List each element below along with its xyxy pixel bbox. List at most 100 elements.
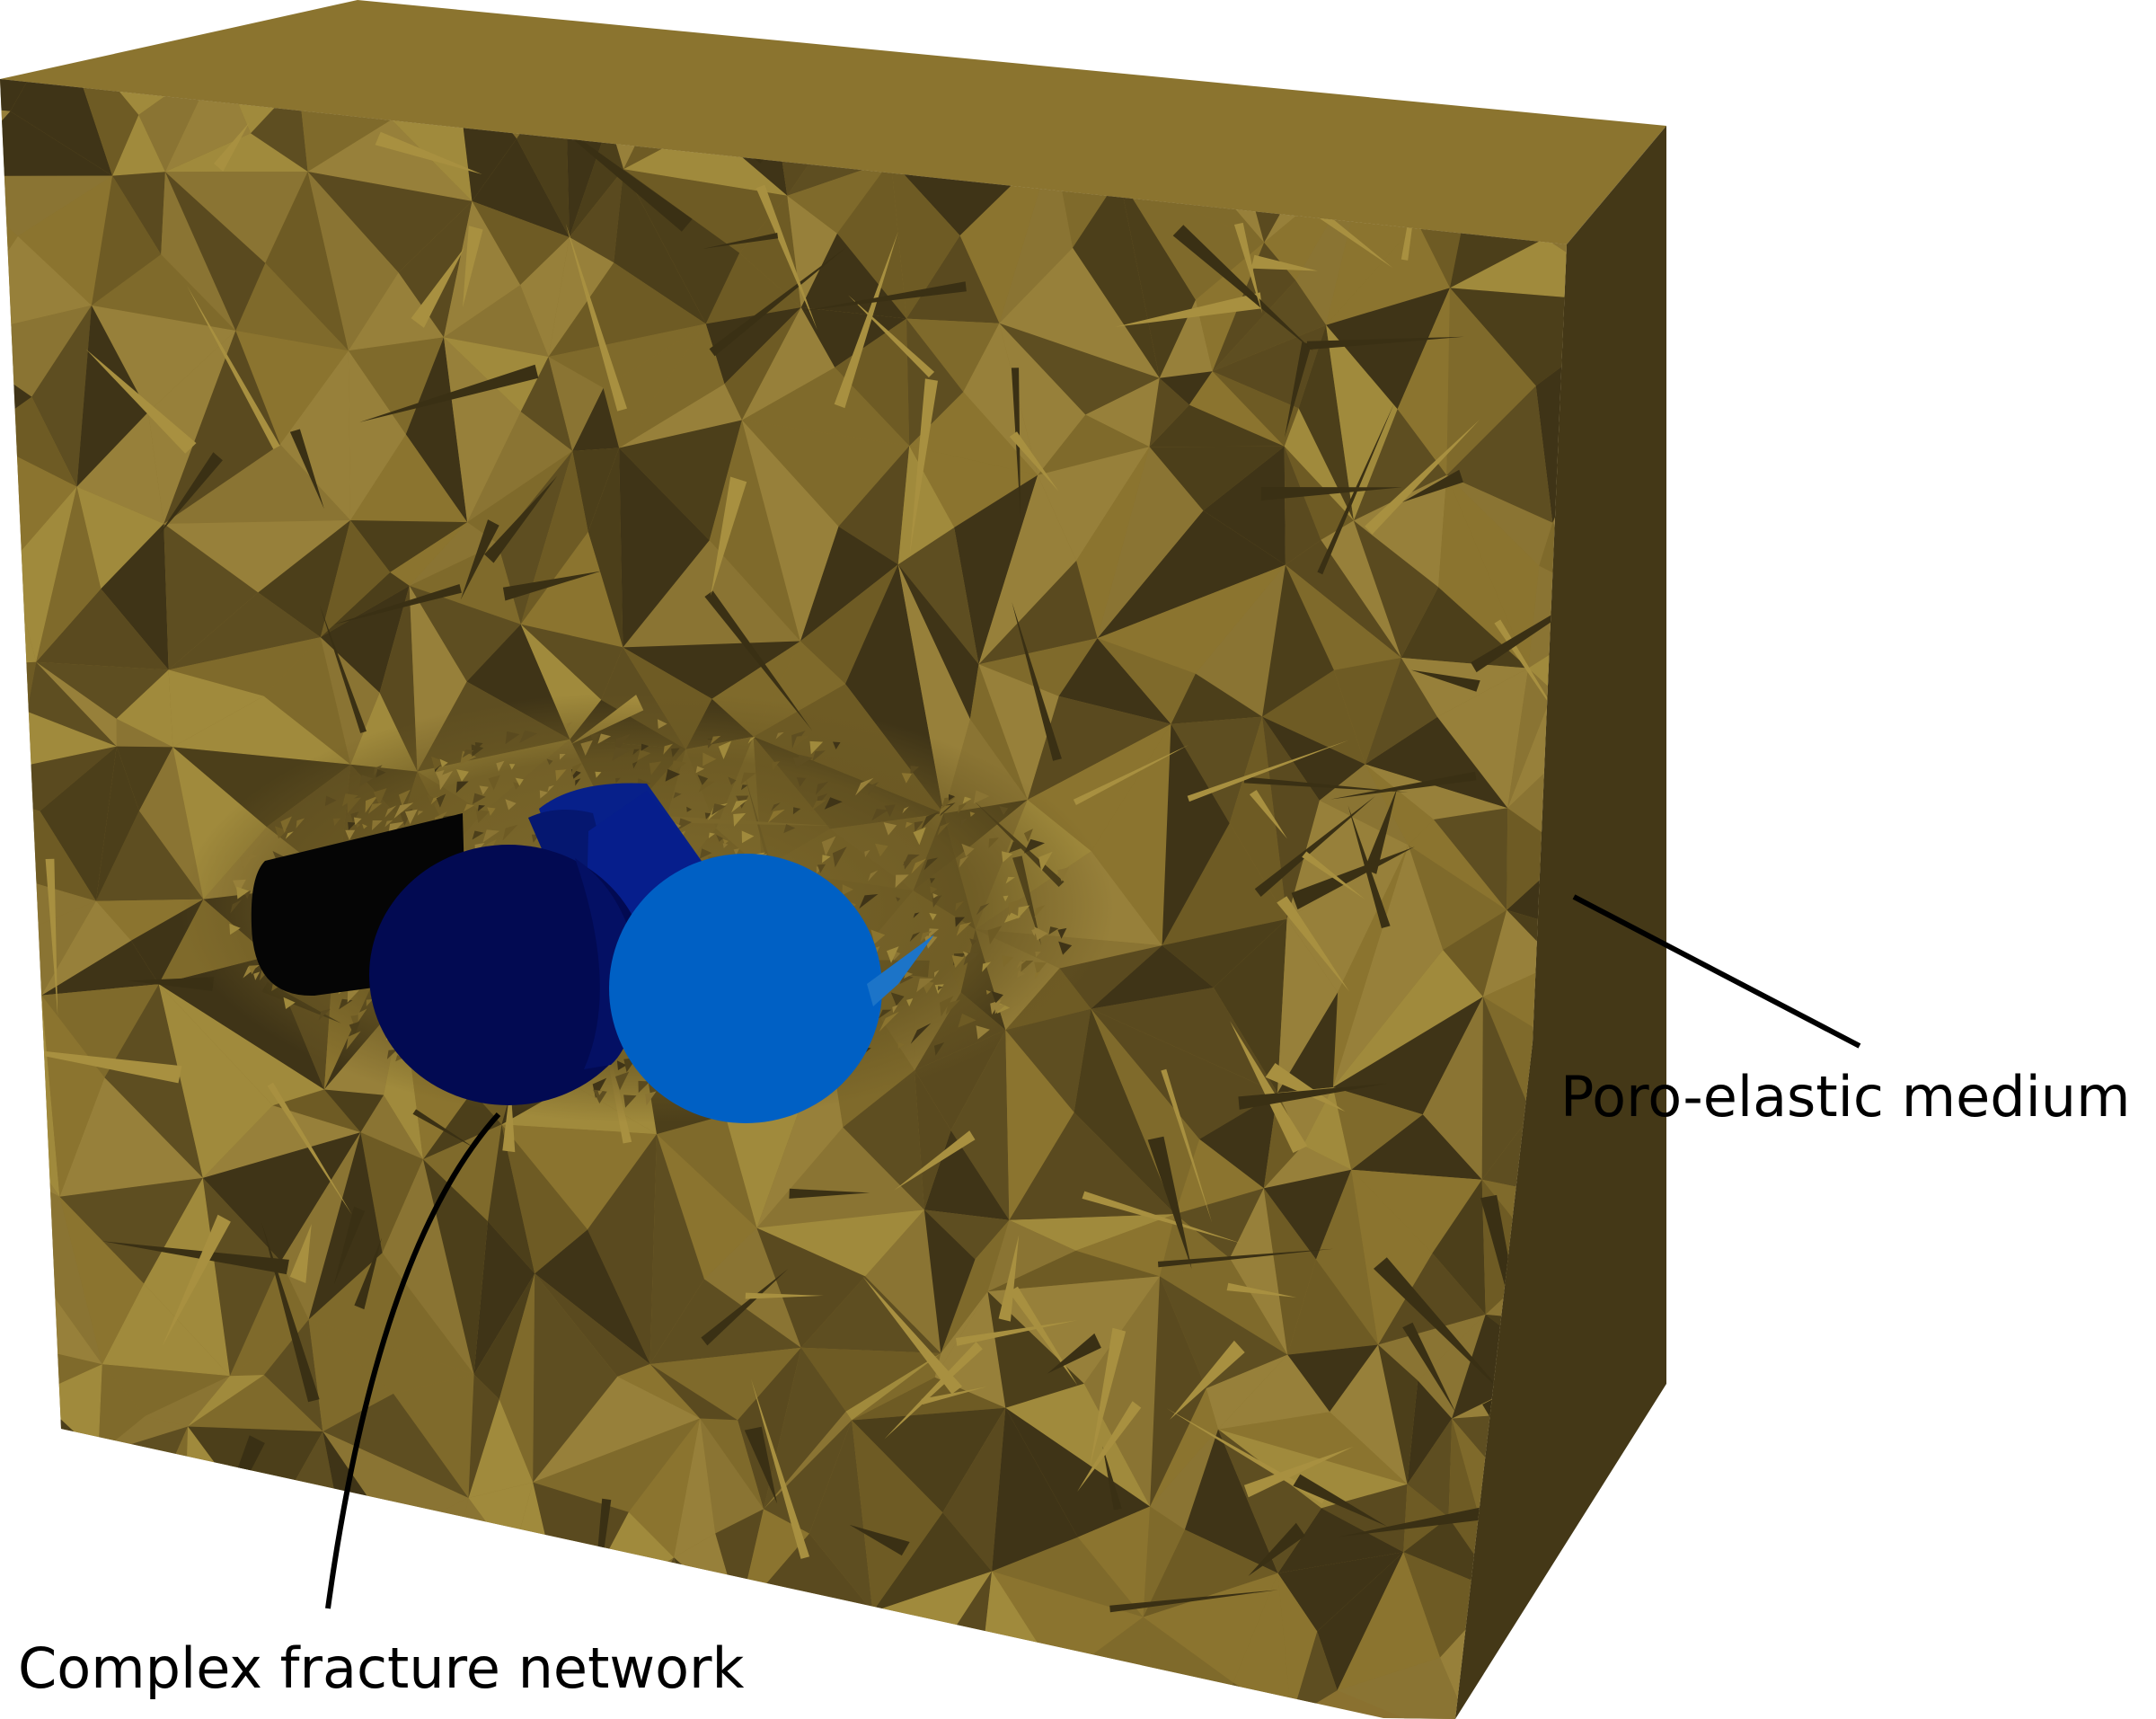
- fine-mesh-facet: [615, 777, 621, 784]
- fine-mesh-facet: [879, 1009, 892, 1019]
- fracture-network: [251, 783, 934, 1123]
- fine-mesh-facet: [384, 820, 393, 828]
- mesh-facet: [619, 323, 725, 448]
- mesh-facet: [623, 169, 740, 324]
- mesh-facet: [357, 1535, 440, 1635]
- mesh-facet: [1262, 716, 1365, 801]
- mesh-facet: [1212, 371, 1299, 447]
- fine-mesh-facet: [976, 903, 990, 916]
- fine-mesh-facet: [332, 818, 341, 827]
- mesh-facet: [1218, 1354, 1330, 1430]
- mesh-sliver: [711, 476, 747, 596]
- mesh-sliver: [159, 452, 223, 535]
- mesh-facet: [172, 696, 351, 765]
- mesh-facet: [1263, 1093, 1303, 1189]
- mesh-facet: [1005, 1383, 1151, 1507]
- mesh-sliver: [1147, 1136, 1192, 1270]
- mesh-facet: [1159, 371, 1213, 405]
- mesh-facet: [800, 307, 906, 368]
- mesh-sliver: [894, 1130, 976, 1191]
- mesh-facet: [548, 357, 604, 451]
- mesh-facet: [1097, 564, 1286, 674]
- fine-mesh-facet: [686, 806, 693, 812]
- fine-mesh-facet: [890, 992, 905, 1006]
- fine-mesh-facet: [905, 821, 913, 828]
- mesh-facet: [923, 1210, 1010, 1260]
- mesh-facet: [942, 1407, 1006, 1572]
- mesh-facet: [837, 1611, 941, 1694]
- mesh-sliver: [704, 590, 813, 731]
- mesh-facet: [1091, 945, 1214, 1009]
- mesh-sliver: [412, 1109, 475, 1148]
- fine-mesh-facet: [879, 1011, 899, 1032]
- fine-mesh-facet: [546, 758, 553, 766]
- mesh-facet: [1085, 377, 1160, 447]
- mesh-facet: [1408, 820, 1507, 910]
- mesh-facet: [1332, 950, 1483, 1087]
- fine-mesh-facet: [318, 1008, 331, 1021]
- fine-mesh-facet: [280, 816, 292, 833]
- mesh-sliver: [502, 571, 602, 601]
- fine-mesh-facet: [560, 754, 566, 760]
- fine-mesh-facet: [236, 886, 250, 899]
- mesh-facet: [649, 1134, 704, 1364]
- mesh-facet: [1184, 1429, 1278, 1573]
- mesh-sliver: [460, 519, 499, 600]
- mesh-facet: [1277, 992, 1339, 1094]
- mesh-facet: [933, 1660, 976, 1717]
- fine-mesh-facet: [350, 811, 359, 823]
- mesh-facet: [1160, 1276, 1288, 1389]
- fine-mesh-facet: [482, 829, 500, 843]
- mesh-facet: [1229, 1188, 1288, 1355]
- mesh-facet: [10, 486, 77, 662]
- fine-mesh-facet: [914, 820, 923, 832]
- fine-mesh-facet: [929, 912, 937, 921]
- fine-mesh-facet: [695, 766, 704, 774]
- mesh-facet: [1332, 1087, 1423, 1170]
- fine-mesh-facet: [471, 744, 484, 757]
- mesh-facet: [164, 172, 308, 263]
- mesh-sliver: [85, 349, 197, 454]
- mesh-facet: [0, 175, 113, 236]
- mesh-facet: [520, 624, 623, 700]
- mesh-facet: [1403, 1552, 1500, 1658]
- mesh-facet: [756, 1210, 924, 1277]
- mesh-sliver: [117, 1477, 208, 1545]
- mesh-facet: [756, 1127, 924, 1228]
- mesh-sliver: [375, 131, 482, 174]
- mesh-facet: [348, 272, 444, 351]
- fine-mesh-facet: [945, 999, 961, 1015]
- mesh-facet: [1337, 1552, 1440, 1691]
- fine-mesh-facet: [473, 793, 486, 804]
- mesh-facet: [705, 307, 801, 385]
- fine-mesh-facet: [913, 827, 926, 846]
- fine-mesh-facet: [870, 929, 886, 944]
- mesh-sliver: [1265, 1063, 1346, 1112]
- fine-mesh-facet: [384, 805, 397, 818]
- mesh-facet: [1149, 446, 1285, 511]
- mesh-facet: [91, 175, 162, 306]
- mesh-facet: [567, 1557, 675, 1644]
- fine-mesh-facet: [347, 989, 360, 1003]
- fine-mesh-facet: [472, 830, 484, 840]
- fine-mesh-facet: [436, 793, 446, 808]
- fine-mesh-facet: [910, 766, 920, 775]
- mesh-facet: [202, 1105, 361, 1178]
- mesh-facet: [1175, 1139, 1264, 1215]
- fine-mesh-facet: [868, 870, 879, 882]
- mesh-sliver: [45, 858, 58, 1016]
- fine-mesh-facet: [991, 991, 1003, 1004]
- mesh-facet: [1284, 446, 1321, 565]
- mesh-sliver: [587, 1564, 641, 1634]
- fine-mesh-facet: [923, 935, 938, 949]
- mesh-facet: [1162, 823, 1287, 946]
- mesh-facet: [533, 1376, 701, 1483]
- mesh-facet: [1378, 1314, 1486, 1381]
- fine-mesh-facet: [816, 781, 828, 795]
- mesh-facet: [548, 237, 614, 357]
- mesh-sliver: [289, 1224, 312, 1283]
- fine-mesh-facet: [930, 878, 935, 884]
- fine-mesh-facet: [456, 769, 469, 782]
- mesh-sliver: [1248, 1522, 1305, 1576]
- fine-mesh-facet: [367, 802, 383, 814]
